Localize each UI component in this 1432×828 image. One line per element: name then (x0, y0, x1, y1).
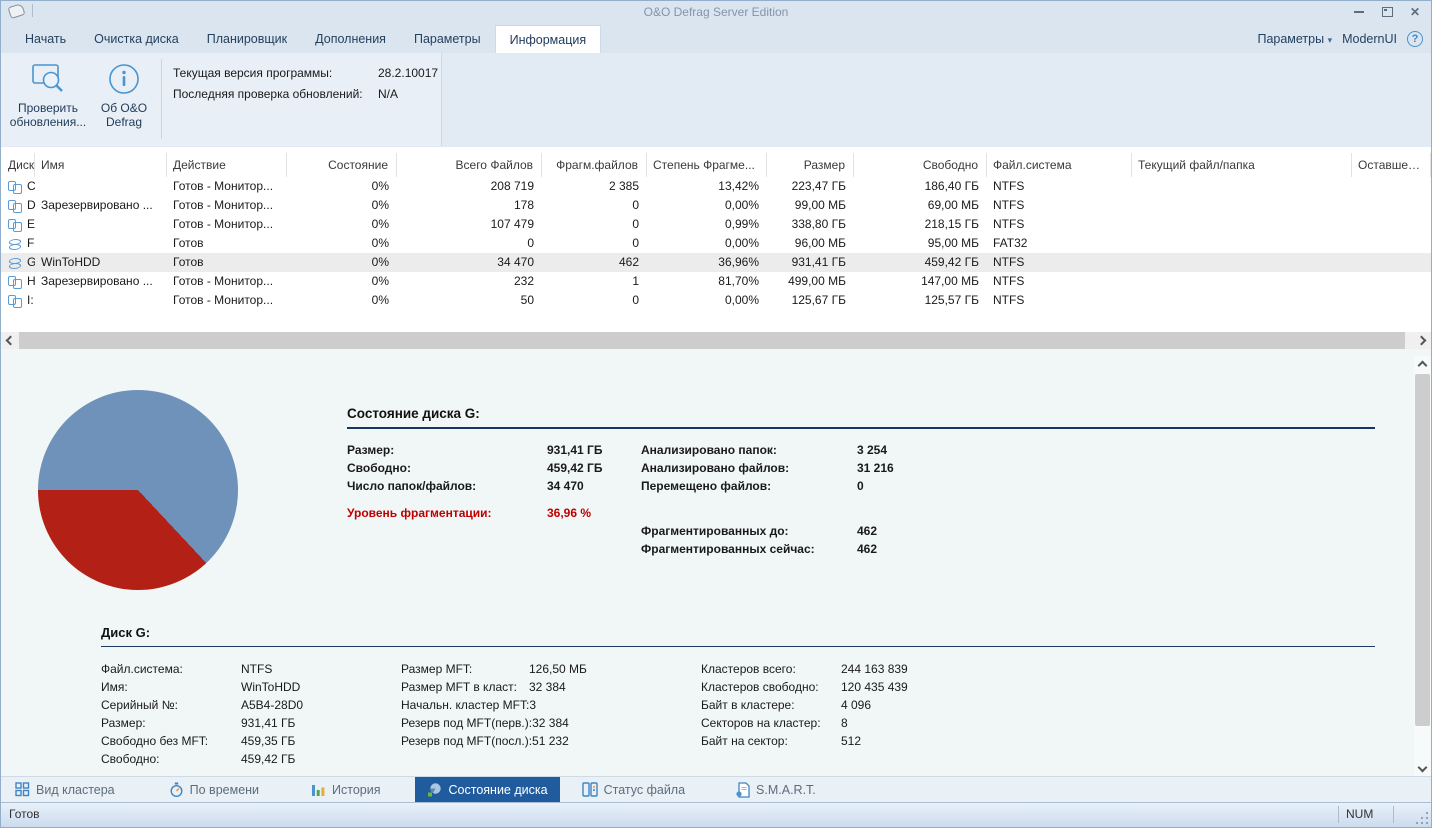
about-button[interactable]: Об O&O Defrag (95, 58, 153, 142)
pie-chart-icon (427, 782, 443, 798)
scroll-right-icon[interactable] (1414, 332, 1431, 349)
tab-cluster-view[interactable]: Вид кластера (3, 777, 127, 802)
disk-usage-pie (38, 390, 238, 590)
disk-status-heading: Состояние диска G: (347, 406, 1375, 429)
tab-information[interactable]: Информация (494, 25, 602, 53)
minimize-icon[interactable] (1351, 4, 1367, 20)
drive-icon (8, 275, 23, 289)
disk-details-section: Диск G: Файл.система: NTFS Имя: WinToHDD С… (101, 625, 1375, 768)
resize-grip[interactable] (1416, 812, 1428, 824)
tab-settings[interactable]: Параметры (413, 32, 481, 46)
vscroll-thumb[interactable] (1415, 374, 1430, 726)
bar-chart-icon (311, 782, 326, 797)
help-icon[interactable]: ? (1407, 31, 1423, 47)
ribbon-body: Проверить обновления... Об O&O Defrag Те… (1, 53, 1431, 148)
statusbar-separator (1393, 806, 1394, 823)
drive-icon (8, 180, 23, 194)
table-background (1, 147, 1431, 332)
disk-details-heading: Диск G: (101, 625, 1375, 647)
table-row-g-selected[interactable]: G: WinToHDD Готов 0% 34 470 462 36,96% 9… (1, 253, 1431, 272)
titlebar: O&O Defrag Server Edition ✕ (1, 1, 1431, 25)
ribbon-separator (161, 59, 162, 139)
tab-by-time[interactable]: По времени (157, 777, 271, 802)
col-filesystem[interactable]: Файл.система (987, 153, 1132, 177)
info-icon (109, 64, 139, 94)
version-label: Текущая версия программы: (173, 66, 333, 80)
table-row-h[interactable]: H: Зарезервировано ... Готов - Монитор..… (1, 272, 1431, 291)
col-free[interactable]: Свободно (854, 153, 987, 177)
check-updates-icon (32, 64, 63, 92)
vertical-scrollbar[interactable] (1414, 356, 1431, 777)
col-name[interactable]: Имя (35, 153, 167, 177)
restore-icon[interactable] (1379, 4, 1395, 20)
num-lock-indicator: NUM (1346, 807, 1374, 821)
tab-disk-state[interactable]: Состояние диска (414, 777, 560, 802)
window-title: O&O Defrag Server Edition (643, 5, 789, 19)
fragmentation-level: Уровень фрагментации: 36,96 % (347, 506, 592, 520)
window-controls: ✕ (1351, 3, 1423, 21)
statusbar: Готов NUM (1, 802, 1431, 827)
drive-icon (8, 237, 23, 251)
tab-start[interactable]: Начать (25, 32, 67, 46)
view-tabbar: Вид кластера По времени История Состояни… (1, 776, 1431, 802)
table-row-f[interactable]: F: Готов 0% 0 0 0,00% 96,00 МБ 95,00 МБ … (1, 234, 1431, 253)
quick-access-toolbar (7, 2, 33, 19)
scroll-left-icon[interactable] (1, 332, 18, 349)
statusbar-separator (1338, 806, 1339, 823)
version-value: 28.2.10017 (378, 66, 439, 80)
col-size[interactable]: Размер (767, 153, 854, 177)
col-frag-files[interactable]: Фрагм.файлов (542, 153, 647, 177)
scroll-down-icon[interactable] (1414, 761, 1431, 777)
col-total-files[interactable]: Всего Файлов (397, 153, 542, 177)
table-row-i[interactable]: I: Готов - Монитор... 0% 50 0 0,00% 125,… (1, 291, 1431, 310)
horizontal-scrollbar[interactable] (1, 332, 1431, 349)
col-action[interactable]: Действие (167, 153, 287, 177)
disk-status-panel: Состояние диска G: Размер: 931,41 ГБ Своб… (1, 349, 1431, 778)
options-dropdown[interactable]: Параметры ▾ (1257, 32, 1333, 46)
tab-file-status[interactable]: Статус файла (570, 777, 697, 802)
tab-history[interactable]: История (299, 777, 392, 802)
tab-smart[interactable]: S.M.A.R.T. (723, 777, 828, 802)
drive-icon (8, 256, 23, 270)
hscroll-thumb[interactable] (19, 332, 1405, 349)
drive-table: Диск Имя Действие Состояние Всего Файлов… (1, 153, 1431, 310)
drive-icon (8, 218, 23, 232)
scroll-up-icon[interactable] (1414, 356, 1431, 372)
cluster-grid-icon (15, 782, 30, 797)
file-list-icon (581, 782, 598, 797)
check-updates-button[interactable]: Проверить обновления... (3, 58, 93, 142)
modernui-button[interactable]: ModernUI (1342, 32, 1397, 46)
col-frag-degree[interactable]: Степень Фрагме... (647, 153, 767, 177)
col-remaining[interactable]: Оставшееся в (1352, 153, 1431, 177)
ribbon-tabstrip: Начать Очистка диска Планировщик Дополне… (1, 25, 1431, 53)
ribbon-group-info: Проверить обновления... Об O&O Defrag Те… (1, 53, 442, 146)
drive-icon (8, 294, 23, 308)
table-row-c[interactable]: C: Готов - Монитор... 0% 208 719 2 385 1… (1, 177, 1431, 196)
col-current-file[interactable]: Текущий файл/папка (1132, 153, 1352, 177)
tab-disk-cleanup[interactable]: Очистка диска (94, 32, 179, 46)
stopwatch-icon (169, 782, 184, 798)
table-row-d[interactable]: D: Зарезервировано ... Готов - Монитор..… (1, 196, 1431, 215)
drive-icon (8, 199, 23, 213)
close-icon[interactable]: ✕ (1409, 5, 1421, 19)
tab-scheduler[interactable]: Планировщик (206, 32, 288, 46)
col-drive[interactable]: Диск (1, 153, 35, 177)
table-header: Диск Имя Действие Состояние Всего Файлов… (1, 153, 1431, 177)
status-text: Готов (9, 807, 40, 821)
chevron-down-icon: ▾ (1327, 35, 1333, 45)
version-info: Текущая версия программы: 28.2.10017 Посл… (173, 63, 438, 105)
disk-status-section: Состояние диска G: Размер: 931,41 ГБ Своб… (347, 406, 1375, 558)
last-check-label: Последняя проверка обновлений: (173, 87, 363, 101)
table-row-e[interactable]: E: Готов - Монитор... 0% 107 479 0 0,99%… (1, 215, 1431, 234)
last-check-value: N/A (378, 87, 399, 101)
qat-separator (32, 4, 33, 17)
smart-report-icon (735, 781, 750, 798)
tab-addons[interactable]: Дополнения (315, 32, 386, 46)
col-state[interactable]: Состояние (287, 153, 397, 177)
